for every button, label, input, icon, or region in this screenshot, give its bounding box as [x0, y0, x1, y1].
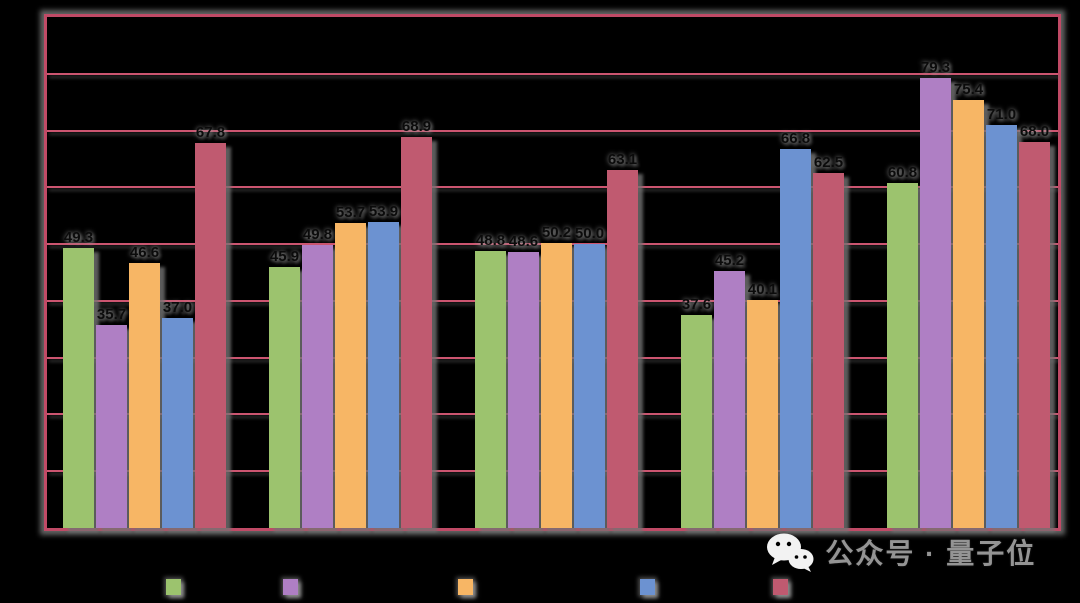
bar-value-label: 68.9: [401, 118, 432, 135]
bar-series1-group5: [887, 183, 918, 528]
wechat-icon: [767, 533, 814, 572]
bar-series3-group1: [129, 263, 160, 528]
bar-value-label: 67.8: [195, 124, 226, 141]
bar-series2-group2: [302, 245, 333, 528]
bar-value-label: 50.2: [541, 224, 572, 241]
bar-value-label: 63.1: [607, 151, 638, 168]
plot-area: 49.3 35.7 46.6 37.0 67.8 45.9 49.8 53.7 53.9 68.9…: [44, 14, 1061, 531]
bar-series5-group1: [195, 143, 226, 528]
legend-item-1: [166, 577, 189, 597]
bar-series3-group5: [953, 100, 984, 528]
legend-swatch-icon: [166, 579, 181, 595]
bar-series5-group2: [401, 137, 432, 528]
bar-series2-group3: [508, 252, 539, 528]
bar-series2-group5: [920, 78, 951, 528]
legend-item-2: [283, 577, 306, 597]
bar-series1-group4: [681, 315, 712, 528]
gridline-y-80: [47, 72, 1058, 75]
gridline-y-70: [47, 129, 1058, 132]
bar-value-label: 53.7: [335, 204, 366, 221]
watermark-text: 公众号 · 量子位: [825, 538, 1037, 569]
bar-value-label: 48.8: [475, 232, 506, 249]
bar-value-label: 45.2: [714, 252, 745, 269]
bar-series5-group4: [813, 173, 844, 528]
bar-series2-group1: [96, 325, 127, 528]
legend-item-3: [458, 577, 481, 597]
bar-series5-group5: [1019, 142, 1050, 528]
bar-value-label: 66.8: [780, 130, 811, 147]
legend-swatch-icon: [640, 579, 655, 595]
bar-series4-group3: [574, 244, 605, 528]
bar-series4-group4: [780, 149, 811, 528]
bar-series1-group1: [63, 248, 94, 528]
legend-item-5: [773, 577, 796, 597]
bar-series3-group2: [335, 223, 366, 528]
bar-series2-group4: [714, 271, 745, 528]
plot-inner: 49.3 35.7 46.6 37.0 67.8 45.9 49.8 53.7 53.9 68.9…: [47, 17, 1058, 528]
legend-swatch-icon: [773, 579, 788, 595]
bar-series4-group5: [986, 125, 1017, 528]
watermark: ab 公众号 · 量子位: [767, 531, 1037, 573]
legend-swatch-icon: [458, 579, 473, 595]
bar-series1-group3: [475, 251, 506, 528]
bar-value-label: 46.6: [129, 244, 160, 261]
legend-item-4: [640, 577, 663, 597]
bar-series4-group1: [162, 318, 193, 528]
bar-series5-group3: [607, 170, 638, 528]
bar-series1-group2: [269, 267, 300, 528]
gridline-y-60: [47, 186, 1058, 189]
bar-series3-group4: [747, 300, 778, 528]
legend-swatch-icon: [283, 579, 298, 595]
bar-series4-group2: [368, 222, 399, 528]
bar-series3-group3: [541, 243, 572, 528]
